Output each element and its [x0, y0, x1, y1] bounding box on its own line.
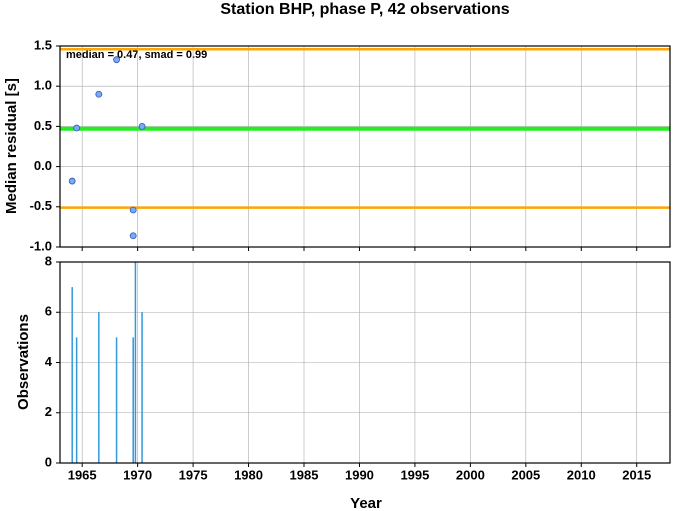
x-tick-label: 1965 [68, 467, 97, 482]
point [95, 90, 103, 98]
x-tick-label: 2015 [622, 467, 651, 482]
x-tick-label: 1990 [345, 467, 374, 482]
x-axis-label: Year [350, 495, 382, 511]
point [129, 232, 137, 240]
x-tick-label: 2010 [567, 467, 596, 482]
point [68, 177, 76, 185]
point [138, 123, 146, 130]
y-tick-label: 4 [45, 354, 53, 369]
y-tick-label: 6 [45, 304, 52, 319]
y-tick-label: 1.5 [34, 37, 52, 52]
plot-frame [59, 45, 671, 248]
point [73, 124, 81, 132]
x-tick-label: 1980 [234, 467, 263, 482]
y-tick-label: 8 [45, 253, 52, 268]
x-tick-label: 1995 [400, 467, 429, 482]
x-tick-label: 1975 [179, 467, 208, 482]
y-tick-label: -1.0 [30, 238, 52, 253]
y-tick-label: 0 [45, 454, 52, 469]
y-axis-label: Median residual [s] [3, 78, 20, 214]
y-tick-label: 0.0 [34, 158, 52, 173]
y-tick-label: 2 [45, 404, 52, 419]
x-tick-label: 2000 [456, 467, 485, 482]
point [129, 206, 137, 214]
x-tick-label: 2005 [511, 467, 540, 482]
chart-title: Station BHP, phase P, 42 observations [220, 1, 509, 18]
x-tick-label: 1970 [123, 467, 152, 482]
point [113, 56, 120, 64]
plot-frame [59, 261, 671, 464]
y-tick-label: 0.5 [34, 118, 52, 133]
annotation: median = 0.47, smad = 0.99 [66, 49, 207, 61]
x-tick-label: 1985 [290, 467, 319, 482]
y-axis-label: Observations [15, 314, 32, 410]
y-tick-label: -0.5 [30, 198, 52, 213]
y-tick-label: 1.0 [34, 78, 52, 93]
